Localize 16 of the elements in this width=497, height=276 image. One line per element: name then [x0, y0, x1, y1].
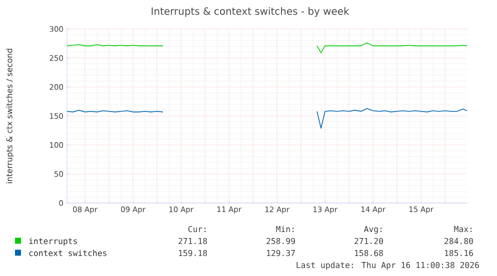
text: Last update: Thu Apr 16 11:00:38 2026: [296, 262, 479, 270]
text: Avg:: [364, 226, 382, 234]
chart-title: Interrupts & context switches - by week: [152, 7, 350, 17]
legend-label: context switches: [29, 250, 106, 256]
text: 271.18: [178, 238, 207, 244]
legend-label: interrupts: [29, 238, 77, 246]
text: 258.99: [266, 238, 295, 244]
text: 271.20: [354, 238, 383, 244]
text: Cur:: [188, 226, 206, 232]
text: 284.80: [444, 238, 473, 244]
text: Min:: [276, 226, 294, 232]
text: Max:: [454, 226, 472, 232]
text: 158.68: [354, 250, 383, 256]
text: 129.37: [266, 250, 295, 256]
text: 185.16: [444, 250, 473, 256]
text: 159.18: [178, 250, 207, 256]
